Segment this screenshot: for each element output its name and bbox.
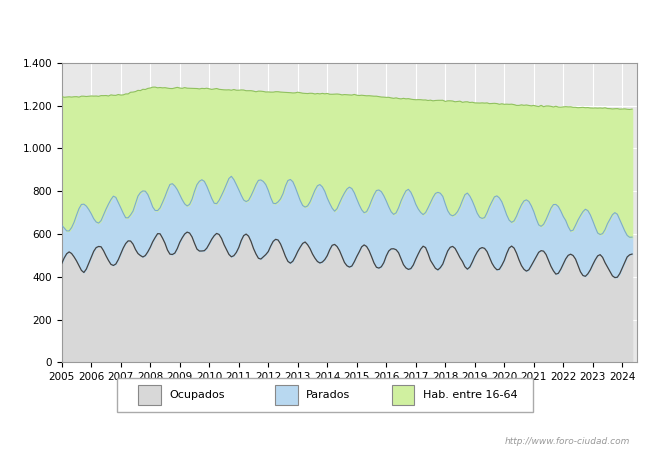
Text: Alange - Evolucion de la poblacion en edad de Trabajar Mayo de 2024: Alange - Evolucion de la poblacion en ed…	[74, 22, 576, 35]
FancyBboxPatch shape	[138, 385, 161, 405]
Text: Parados: Parados	[306, 390, 350, 400]
FancyBboxPatch shape	[275, 385, 298, 405]
FancyBboxPatch shape	[391, 385, 415, 405]
Text: Ocupados: Ocupados	[169, 390, 224, 400]
FancyBboxPatch shape	[117, 378, 533, 412]
Text: http://www.foro-ciudad.com: http://www.foro-ciudad.com	[505, 436, 630, 446]
Text: Hab. entre 16-64: Hab. entre 16-64	[422, 390, 517, 400]
